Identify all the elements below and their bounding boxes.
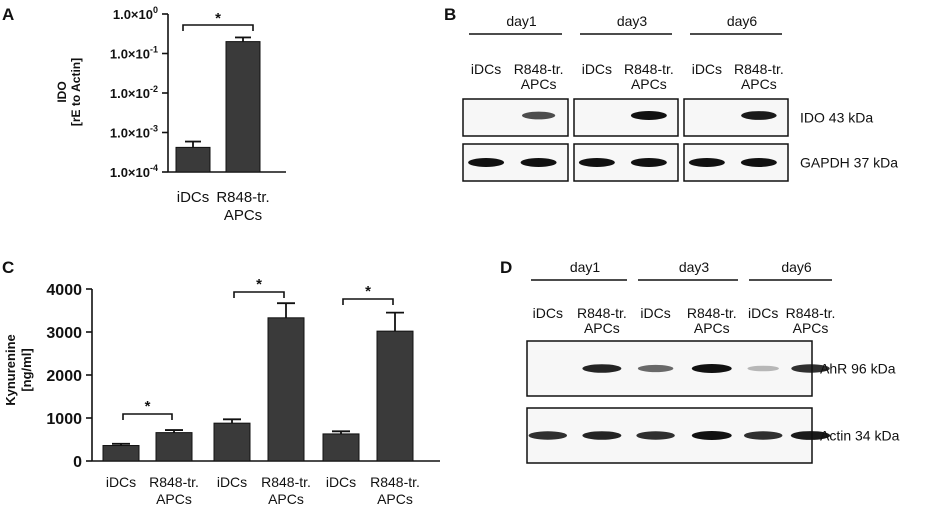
y-tick-label-c: 1000 [46, 411, 82, 428]
protein-band [468, 158, 505, 167]
day-label: day1 [570, 259, 601, 275]
bar-c [322, 433, 360, 462]
y-tick-label-c: 2000 [46, 368, 82, 385]
panel-label-d: D [500, 258, 512, 277]
x-tick-label-a: R848-tr. APCs [216, 189, 269, 224]
protein-band [636, 431, 675, 440]
western-blot-d: day1 iDCs R848-tr. APCs day3 iDCs R848-tr. APCs… [526, 259, 900, 464]
bar-c [376, 330, 414, 462]
protein-band [528, 431, 568, 440]
x-tick-label-c: R848-tr. APCs [370, 474, 420, 507]
blot-frame [526, 340, 813, 397]
protein-band [637, 364, 674, 373]
panel-label-b: B [444, 5, 456, 24]
row-label: GAPDH 37 kDa [800, 155, 898, 171]
day-label: day3 [617, 13, 648, 29]
y-axis-label-c: Kynurenine[ng/ml] [3, 334, 34, 406]
protein-band [688, 158, 725, 167]
y-tick-label-c: 0 [73, 454, 82, 471]
protein-band [520, 158, 557, 167]
panel-label-c: C [2, 258, 14, 277]
lane-label: iDCs [640, 305, 670, 321]
y-tick-label-a: 1.0×10-1 [110, 45, 158, 62]
bar-c [102, 445, 140, 462]
y-tick-label-a: 1.0×10-3 [110, 124, 158, 141]
x-tick-label-c: iDCs [326, 474, 356, 490]
row-label: Actin 34 kDa [820, 428, 900, 444]
protein-band [582, 364, 622, 373]
protein-band [791, 364, 830, 373]
day-label: day6 [727, 13, 758, 29]
protein-band [582, 431, 622, 440]
bar-c [213, 422, 251, 462]
y-tick-label-a: 1.0×100 [113, 5, 158, 22]
protein-band [691, 364, 732, 373]
y-tick-label-c: 4000 [46, 282, 82, 299]
chart-c: 0 1000 2000 3000 4000 Kynurenine[ng/ml] iDCs R8… [3, 276, 440, 507]
protein-band [743, 431, 783, 440]
western-blot-b: day1 iDCs R848-tr. APCs day3 iDCs R848-tr. APCs… [462, 13, 898, 182]
x-tick-label-a: iDCs [177, 189, 210, 206]
y-tick-label-c: 3000 [46, 325, 82, 342]
significance-bracket-c [122, 413, 173, 420]
significance-star-c: * [365, 283, 371, 300]
protein-band [741, 111, 777, 120]
x-tick-label-c: iDCs [106, 474, 136, 490]
lane-label: iDCs [533, 305, 563, 321]
day-label: day3 [679, 259, 710, 275]
significance-star-c: * [256, 276, 262, 293]
protein-band [691, 431, 732, 440]
chart-a: 1.0×10-4 1.0×10-3 1.0×10-2 1.0×10-1 1.0×100 I… [55, 5, 286, 224]
x-tick-label-c: R848-tr. APCs [261, 474, 311, 507]
lane-label: iDCs [692, 61, 722, 77]
significance-star-c: * [145, 398, 151, 415]
row-label: AhR 96 kDa [820, 361, 896, 377]
x-tick-label-c: iDCs [217, 474, 247, 490]
protein-band [790, 431, 831, 440]
protein-band [747, 365, 779, 372]
bar-a [175, 146, 211, 173]
lane-label: iDCs [748, 305, 778, 321]
lane-label: R848-tr. APCs [734, 61, 784, 92]
significance-bracket-c [342, 298, 394, 305]
significance-star-a: * [215, 10, 221, 27]
protein-band [740, 158, 777, 167]
protein-band [630, 111, 667, 120]
bar-a [225, 41, 261, 173]
day-label: day6 [781, 259, 812, 275]
protein-band [578, 158, 615, 167]
significance-bracket-a [182, 24, 254, 31]
lane-label: R848-tr. APCs [786, 305, 836, 336]
day-label: day1 [506, 13, 537, 29]
lane-label: R848-tr. APCs [687, 305, 737, 336]
lane-label: iDCs [582, 61, 612, 77]
bar-c [267, 317, 305, 462]
y-tick-label-a: 1.0×10-2 [110, 84, 158, 101]
lane-label: R848-tr. APCs [624, 61, 674, 92]
lane-label: R848-tr. APCs [577, 305, 627, 336]
bar-c [155, 432, 193, 462]
lane-label: iDCs [471, 61, 501, 77]
protein-band [521, 111, 556, 120]
y-axis-label-a: IDO[rE to Actin] [55, 58, 83, 126]
protein-band [630, 158, 667, 167]
lane-label: R848-tr. APCs [514, 61, 564, 92]
panel-label-a: A [2, 5, 14, 24]
row-label: IDO 43 kDa [800, 110, 873, 126]
y-tick-label-a: 1.0×10-4 [110, 163, 158, 180]
significance-bracket-c [233, 291, 285, 298]
x-tick-label-c: R848-tr. APCs [149, 474, 199, 507]
